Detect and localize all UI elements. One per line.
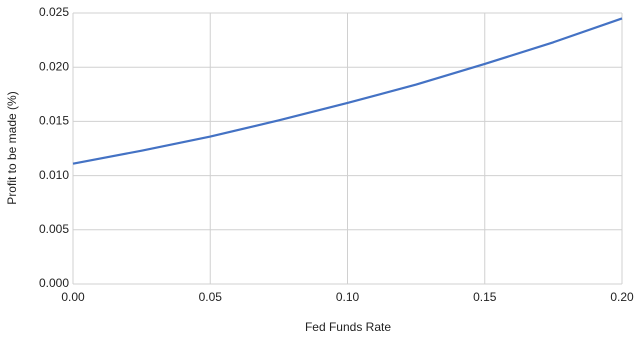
x-tick-label: 0.05 (199, 290, 223, 304)
y-axis-label: Profit to be made (%) (5, 91, 19, 204)
x-tick-label: 0.00 (61, 290, 85, 304)
y-tick-label: 0.015 (39, 114, 69, 128)
x-tick-label: 0.20 (610, 290, 634, 304)
x-tick-label: 0.10 (336, 290, 360, 304)
x-tick-label: 0.15 (473, 290, 497, 304)
y-tick-label: 0.005 (39, 222, 69, 236)
y-tick-label: 0.000 (39, 276, 69, 290)
y-tick-label: 0.020 (39, 59, 69, 73)
y-tick-label: 0.025 (39, 5, 69, 19)
y-tick-label: 0.010 (39, 168, 69, 182)
data-line (72, 17, 623, 165)
x-axis-label: Fed Funds Rate (305, 320, 391, 334)
